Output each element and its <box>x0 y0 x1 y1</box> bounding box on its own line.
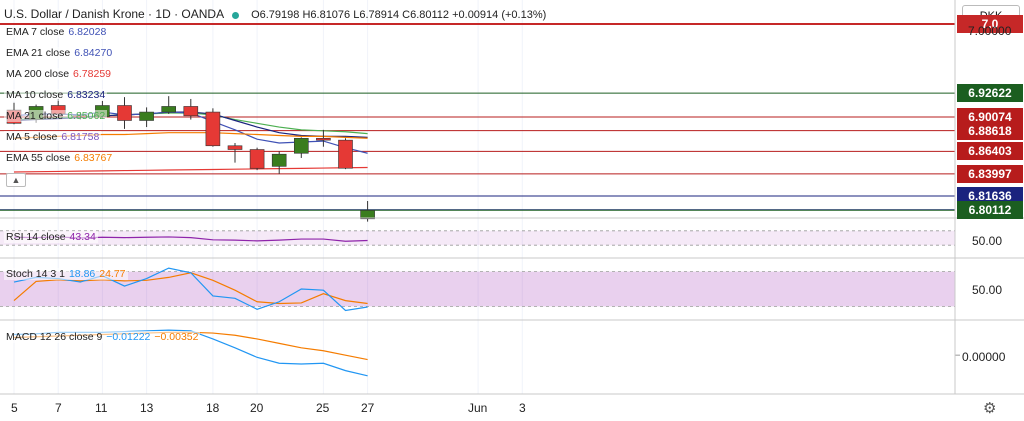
legend-row-2[interactable]: MA 200 close 6.78259 <box>4 68 114 80</box>
candle-body-13 <box>293 137 309 154</box>
legend-value: 6.83234 <box>67 89 106 101</box>
macd-axis-label: 0.00000 <box>962 350 1006 364</box>
legend-value: 6.84270 <box>74 47 113 59</box>
macd-label: MACD 12 26 close 9 <box>6 331 103 343</box>
legend-row-1[interactable]: EMA 21 close 6.84270 <box>4 47 115 59</box>
gear-icon[interactable]: ⚙ <box>983 400 997 417</box>
price-tag-3: 6.88618 <box>957 122 1023 140</box>
legend-row-4[interactable]: MA 21 close 6.85062 <box>4 110 108 122</box>
x-tick-label: 25 <box>316 401 330 415</box>
stoch-k-line <box>13 267 368 312</box>
stoch-pane <box>0 267 955 312</box>
candle-body-16 <box>360 210 375 220</box>
legend-row-0[interactable]: EMA 7 close 6.82028 <box>4 26 109 38</box>
x-tick-label: Jun <box>468 401 488 415</box>
price-tag-0: 7.0 <box>957 15 1023 33</box>
price-tag-2: 6.90074 <box>957 108 1023 126</box>
stoch-d-value: 24.77 <box>99 268 126 280</box>
candle-body-11 <box>249 149 265 169</box>
candle-body-5 <box>117 105 132 121</box>
x-tick-label: 5 <box>11 401 18 415</box>
legend-row-6[interactable]: EMA 55 close 6.83767 <box>4 152 115 164</box>
x-tick-label: 27 <box>361 401 375 415</box>
axes <box>0 0 1024 395</box>
candle-body-14 <box>316 137 331 141</box>
legend-label: MA 21 close <box>6 110 64 122</box>
price-tag-8: 6.80112 <box>957 201 1023 219</box>
stoch-axis-label: 50.00 <box>972 283 1003 297</box>
horizontal-levels <box>0 23 955 211</box>
macd-value: −0.01222 <box>106 331 151 343</box>
candle-body-8 <box>183 106 199 117</box>
stoch-label: Stoch 14 3 1 <box>6 268 65 280</box>
symbol-header: U.S. Dollar / Danish Krone · 1D · OANDA O… <box>4 7 546 21</box>
macd-legend: MACD 12 26 close 9 −0.01222 −0.00352 <box>4 331 201 343</box>
symbol-title[interactable]: U.S. Dollar / Danish Krone · 1D · OANDA <box>4 7 225 21</box>
candle-body-9 <box>205 111 221 147</box>
price-tag-4: 6.86403 <box>957 142 1023 160</box>
legend-value: 6.78259 <box>73 68 112 80</box>
candle-body-6 <box>139 111 154 121</box>
rsi-axis-label: 50.00 <box>972 234 1003 248</box>
market-status-dot <box>232 11 240 19</box>
candle-body-7 <box>161 106 176 113</box>
stoch-band <box>0 271 955 307</box>
rsi-value: 43.34 <box>69 231 96 243</box>
x-tick-label: 13 <box>140 401 154 415</box>
legend-value: 6.81758 <box>61 131 100 143</box>
stoch-k-value: 18.86 <box>68 268 96 280</box>
x-tick-label: 11 <box>95 401 108 415</box>
legend-value: 6.83767 <box>74 152 113 164</box>
x-tick-label: 18 <box>206 401 220 415</box>
legend-row-5[interactable]: MA 5 close 6.81758 <box>4 131 102 143</box>
legend-label: EMA 55 close <box>6 152 71 164</box>
legend-label: EMA 7 close <box>6 26 65 38</box>
rsi-label: RSI 14 close <box>6 231 66 243</box>
candle-body-12 <box>271 153 287 167</box>
rsi-legend: RSI 14 close 43.34 <box>4 231 98 243</box>
legend-label: EMA 21 close <box>6 47 71 59</box>
x-tick-label: 20 <box>250 401 264 415</box>
stoch-legend: Stoch 14 3 1 18.86 24.77 <box>4 268 128 280</box>
candle-body-10 <box>227 145 243 150</box>
x-tick-label: 7 <box>55 401 62 415</box>
legend-label: MA 200 close <box>6 68 70 80</box>
grid-layer <box>13 0 523 394</box>
price-tag-1: 6.92622 <box>957 84 1023 102</box>
rsi-pane <box>0 230 955 246</box>
price-tag-6: 6.81636 <box>957 187 1023 205</box>
legend-value: 6.85062 <box>67 110 106 122</box>
rsi-band <box>0 230 955 246</box>
legend-row-3[interactable]: MA 10 close 6.83234 <box>4 89 108 101</box>
collapse-legend-button[interactable]: ▲ <box>6 173 26 187</box>
macd-signal-value: −0.00352 <box>154 331 199 343</box>
ohlc-readout: O6.79198 H6.81076 L6.78914 C6.80112 +0.0… <box>251 9 547 21</box>
legend-label: MA 10 close <box>6 89 64 101</box>
legend-value: 6.82028 <box>68 26 107 38</box>
legend-label: MA 5 close <box>6 131 58 143</box>
ma-line-4 <box>13 166 368 173</box>
candle-body-15 <box>338 139 353 169</box>
price-axis-label: 7.00000 <box>968 24 1012 38</box>
x-tick-label: 3 <box>519 401 526 415</box>
price-tag-5: 6.83997 <box>957 165 1023 183</box>
